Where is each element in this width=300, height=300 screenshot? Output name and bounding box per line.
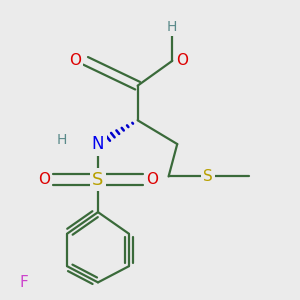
Text: H: H <box>57 133 67 147</box>
Text: O: O <box>176 53 188 68</box>
Text: O: O <box>69 53 81 68</box>
Text: O: O <box>146 172 158 187</box>
Text: S: S <box>203 169 213 184</box>
Text: O: O <box>146 172 158 187</box>
Text: F: F <box>20 275 28 290</box>
Text: H: H <box>57 133 67 147</box>
Text: O: O <box>69 53 81 68</box>
Text: O: O <box>38 172 50 187</box>
Text: O: O <box>38 172 50 187</box>
Text: N: N <box>92 135 104 153</box>
Text: S: S <box>203 169 213 184</box>
Text: H: H <box>167 20 178 34</box>
Text: F: F <box>20 275 28 290</box>
Text: N: N <box>92 135 104 153</box>
Text: S: S <box>92 171 104 189</box>
Text: O: O <box>176 53 188 68</box>
Text: S: S <box>92 171 104 189</box>
Text: H: H <box>167 20 178 34</box>
